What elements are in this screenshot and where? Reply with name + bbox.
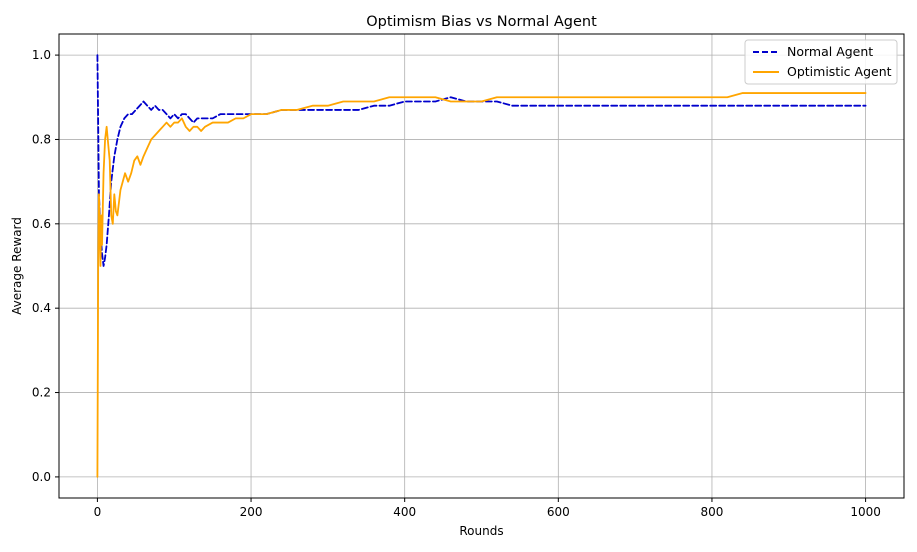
legend: Normal Agent Optimistic Agent <box>744 39 898 85</box>
legend-box <box>744 39 898 85</box>
x-tick-label: 1000 <box>850 505 881 519</box>
legend-label-optimistic-agent: Optimistic Agent <box>787 64 892 79</box>
y-tick-label: 0.8 <box>32 132 51 146</box>
y-tick-label: 0.4 <box>32 301 51 315</box>
x-tick-label: 0 <box>94 505 102 519</box>
grid <box>59 34 904 498</box>
x-tick-label: 400 <box>393 505 416 519</box>
y-tick-label: 0.6 <box>32 217 51 231</box>
chart-title: Optimism Bias vs Normal Agent <box>366 14 597 30</box>
y-tick-label: 1.0 <box>32 48 51 62</box>
x-tick-label: 600 <box>547 505 570 519</box>
x-tick-label: 800 <box>701 505 724 519</box>
legend-label-normal-agent: Normal Agent <box>787 44 873 59</box>
x-tick-label: 200 <box>240 505 263 519</box>
y-tick-label: 0.0 <box>32 470 51 484</box>
x-axis-label: Rounds <box>459 524 503 538</box>
optimistic-agent-line <box>96 92 867 478</box>
plot-frame <box>58 33 905 499</box>
y-tick-label: 0.2 <box>32 386 51 400</box>
series-group <box>96 54 867 478</box>
y-axis-label: Average Reward <box>10 217 24 315</box>
ticks: 0 200 400 600 800 1000 0.0 0.2 0.4 0.6 0.8 1.0 <box>32 48 881 519</box>
